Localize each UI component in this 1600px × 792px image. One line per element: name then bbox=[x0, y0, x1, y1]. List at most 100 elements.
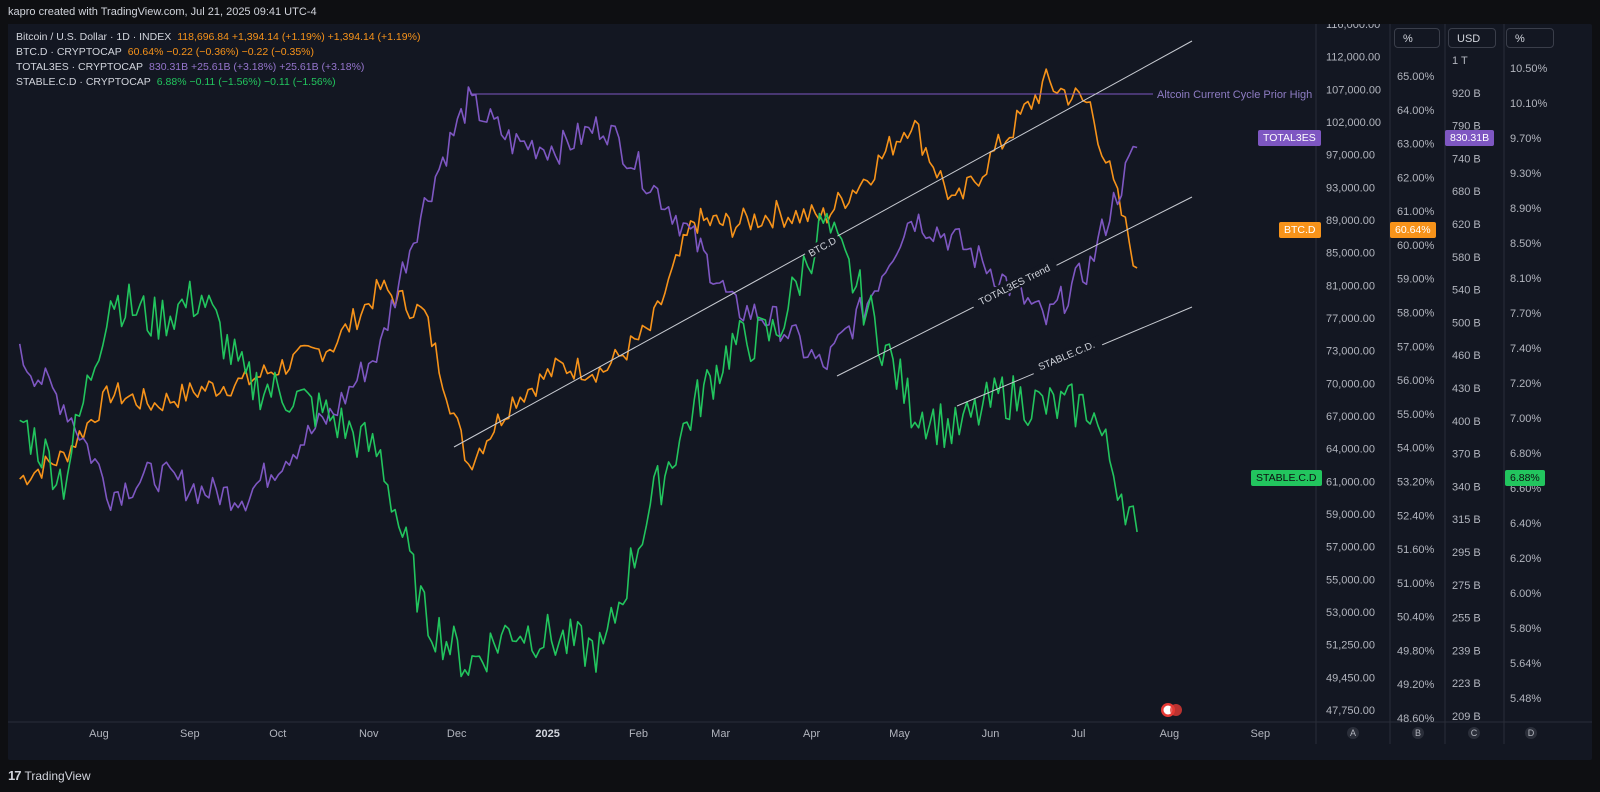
usd-axis-label: 223 B bbox=[1452, 678, 1481, 690]
price-axis-label: 81,000.00 bbox=[1326, 280, 1375, 292]
axis-ticks: Aug Sep Oct Nov Dec 2025 Feb Mar Apr May Jun Jul Aug… bbox=[89, 24, 1547, 740]
footer: 17 TradingView bbox=[0, 760, 1600, 791]
btcd-trend-label-bg bbox=[802, 232, 842, 261]
legend-row-total3es[interactable]: TOTAL3ES · CRYPTOCAP 830.31B +25.61B (+3.… bbox=[16, 60, 420, 75]
btcd-axis-label: 51.60% bbox=[1397, 544, 1435, 556]
series-tag-total3es: TOTAL3ES bbox=[1258, 130, 1321, 146]
usd-axis-label: 400 B bbox=[1452, 416, 1481, 428]
price-axis-label: 77,000.00 bbox=[1326, 313, 1375, 325]
price-axis-label: 89,000.00 bbox=[1326, 215, 1375, 227]
stable-axis-label: 8.10% bbox=[1510, 273, 1541, 285]
value-tag-total3es: 830.31B bbox=[1445, 130, 1495, 146]
usd-axis-label: 680 B bbox=[1452, 186, 1481, 198]
time-tick-label: Jun bbox=[982, 728, 1000, 740]
price-axis-label: 59,000.00 bbox=[1326, 509, 1375, 521]
price-axis-label: 112,000.00 bbox=[1326, 52, 1380, 64]
stable-axis-label: 10.50% bbox=[1510, 63, 1548, 75]
series-lines bbox=[18, 68, 1138, 678]
btcd-axis-label: 49.20% bbox=[1397, 679, 1435, 691]
value-tag-btcd: 60.64% bbox=[1390, 222, 1436, 238]
pane-letter: D bbox=[1528, 728, 1535, 738]
btcd-axis-label: 54.00% bbox=[1397, 443, 1435, 455]
stable-axis-label: 7.40% bbox=[1510, 343, 1541, 355]
price-axis-label: 47,750.00 bbox=[1326, 705, 1375, 717]
btcd-axis-label: 58.00% bbox=[1397, 308, 1435, 320]
usd-axis-label: 370 B bbox=[1452, 449, 1481, 461]
btcd-axis-label: 50.40% bbox=[1397, 612, 1435, 624]
btcd-axis-label: 56.00% bbox=[1397, 375, 1435, 387]
time-tick-label: Oct bbox=[269, 728, 286, 740]
axis-header-stable[interactable]: % bbox=[1506, 28, 1554, 48]
price-axis-label: 55,000.00 bbox=[1326, 574, 1375, 586]
stable-axis-label: 6.80% bbox=[1510, 448, 1541, 460]
btcd-axis-label: 60.00% bbox=[1397, 240, 1435, 252]
usd-axis-label: 430 B bbox=[1452, 383, 1481, 395]
pane-letter: C bbox=[1471, 728, 1478, 738]
stable-axis-label: 7.70% bbox=[1510, 308, 1541, 320]
legend-row-stable[interactable]: STABLE.C.D · CRYPTOCAP 6.88% −0.11 (−1.56… bbox=[16, 75, 420, 90]
stable-axis-label: 9.70% bbox=[1510, 133, 1541, 145]
legend-name: TOTAL3ES · CRYPTOCAP bbox=[16, 61, 144, 73]
stable-axis-label: 7.00% bbox=[1510, 413, 1541, 425]
price-axis-label: 93,000.00 bbox=[1326, 182, 1375, 194]
price-axis-label: 116,000.00 bbox=[1326, 24, 1380, 31]
btcd-axis-label: 57.00% bbox=[1397, 341, 1435, 353]
legend-value: 830.31B +25.61B (+3.18%) +25.61B (+3.18%… bbox=[149, 61, 365, 73]
usd-axis-label: 540 B bbox=[1452, 285, 1481, 297]
price-axis-label: 97,000.00 bbox=[1326, 150, 1375, 162]
btcd-axis-label: 62.00% bbox=[1397, 172, 1435, 184]
price-axis-label: 85,000.00 bbox=[1326, 248, 1375, 260]
series-line-total3es bbox=[18, 86, 1138, 512]
legend-row-btcd[interactable]: BTC.D · CRYPTOCAP 60.64% −0.22 (−0.36%) −… bbox=[16, 45, 420, 60]
legend-value: 6.88% −0.11 (−1.56%) −0.11 (−1.56%) bbox=[156, 76, 336, 88]
value-tag-stable: 6.88% bbox=[1505, 470, 1545, 486]
series-tag-btcd: BTC.D bbox=[1279, 222, 1321, 238]
price-axis-label: 102,000.00 bbox=[1326, 117, 1381, 129]
usd-axis-label: 1 T bbox=[1452, 55, 1468, 67]
time-tick-label: Nov bbox=[359, 728, 379, 740]
time-tick-label: Dec bbox=[447, 728, 467, 740]
stable-axis-label: 7.20% bbox=[1510, 378, 1541, 390]
tradingview-logo-icon[interactable]: 17 bbox=[8, 768, 22, 783]
brand-name[interactable]: TradingView bbox=[24, 769, 91, 783]
usd-axis-label: 460 B bbox=[1452, 350, 1481, 362]
stable-axis-label: 5.48% bbox=[1510, 693, 1541, 705]
usd-axis-label: 209 B bbox=[1452, 711, 1481, 723]
axis-header-btcd[interactable]: % bbox=[1394, 28, 1440, 48]
price-axis-label: 70,000.00 bbox=[1326, 378, 1375, 390]
time-tick-label: May bbox=[889, 728, 910, 740]
usd-axis-label: 315 B bbox=[1452, 514, 1481, 526]
pane-letter-badge bbox=[1347, 727, 1359, 739]
stable-axis-label: 9.30% bbox=[1510, 168, 1541, 180]
legend-row-btcusd[interactable]: Bitcoin / U.S. Dollar · 1D · INDEX 118,69… bbox=[16, 30, 420, 45]
stable-axis-label: 10.10% bbox=[1510, 98, 1548, 110]
time-tick-label: Feb bbox=[629, 728, 648, 740]
chart-credit: kapro created with TradingView.com, Jul … bbox=[0, 0, 1600, 24]
pane-letter-badge bbox=[1525, 727, 1537, 739]
pane-letter-badge bbox=[1412, 727, 1424, 739]
chart-canvas[interactable]: Altcoin Current Cycle Prior High BTC.D TOT… bbox=[8, 24, 1592, 760]
usd-axis-label: 239 B bbox=[1452, 645, 1481, 657]
legend-name: Bitcoin / U.S. Dollar · 1D · INDEX bbox=[16, 31, 172, 43]
btcd-axis-label: 63.00% bbox=[1397, 139, 1435, 151]
chart-panel[interactable]: Altcoin Current Cycle Prior High BTC.D TOT… bbox=[8, 24, 1592, 760]
usd-axis-label: 740 B bbox=[1452, 153, 1481, 165]
time-tick-label: Sep bbox=[1250, 728, 1270, 740]
axis-header-usd[interactable]: USD bbox=[1448, 28, 1496, 48]
stable-axis-label: 5.80% bbox=[1510, 623, 1541, 635]
usd-axis-label: 920 B bbox=[1452, 88, 1481, 100]
price-axis-label: 51,250.00 bbox=[1326, 640, 1375, 652]
usd-axis-label: 580 B bbox=[1452, 252, 1481, 264]
legend-value: 60.64% −0.22 (−0.36%) −0.22 (−0.35%) bbox=[127, 46, 315, 58]
total3es-trend-label-bg bbox=[969, 257, 1059, 311]
stable-axis-label: 6.20% bbox=[1510, 553, 1541, 565]
btcd-axis-label: 61.00% bbox=[1397, 206, 1435, 218]
usd-axis-label: 500 B bbox=[1452, 317, 1481, 329]
legend-name: STABLE.C.D · CRYPTOCAP bbox=[16, 76, 151, 88]
btcd-axis-label: 53.20% bbox=[1397, 476, 1435, 488]
pane-letter: B bbox=[1415, 728, 1421, 738]
price-axis-label: 67,000.00 bbox=[1326, 411, 1375, 423]
price-axis-label: 53,000.00 bbox=[1326, 607, 1375, 619]
usd-axis-label: 620 B bbox=[1452, 219, 1481, 231]
btcd-axis-label: 49.80% bbox=[1397, 645, 1435, 657]
